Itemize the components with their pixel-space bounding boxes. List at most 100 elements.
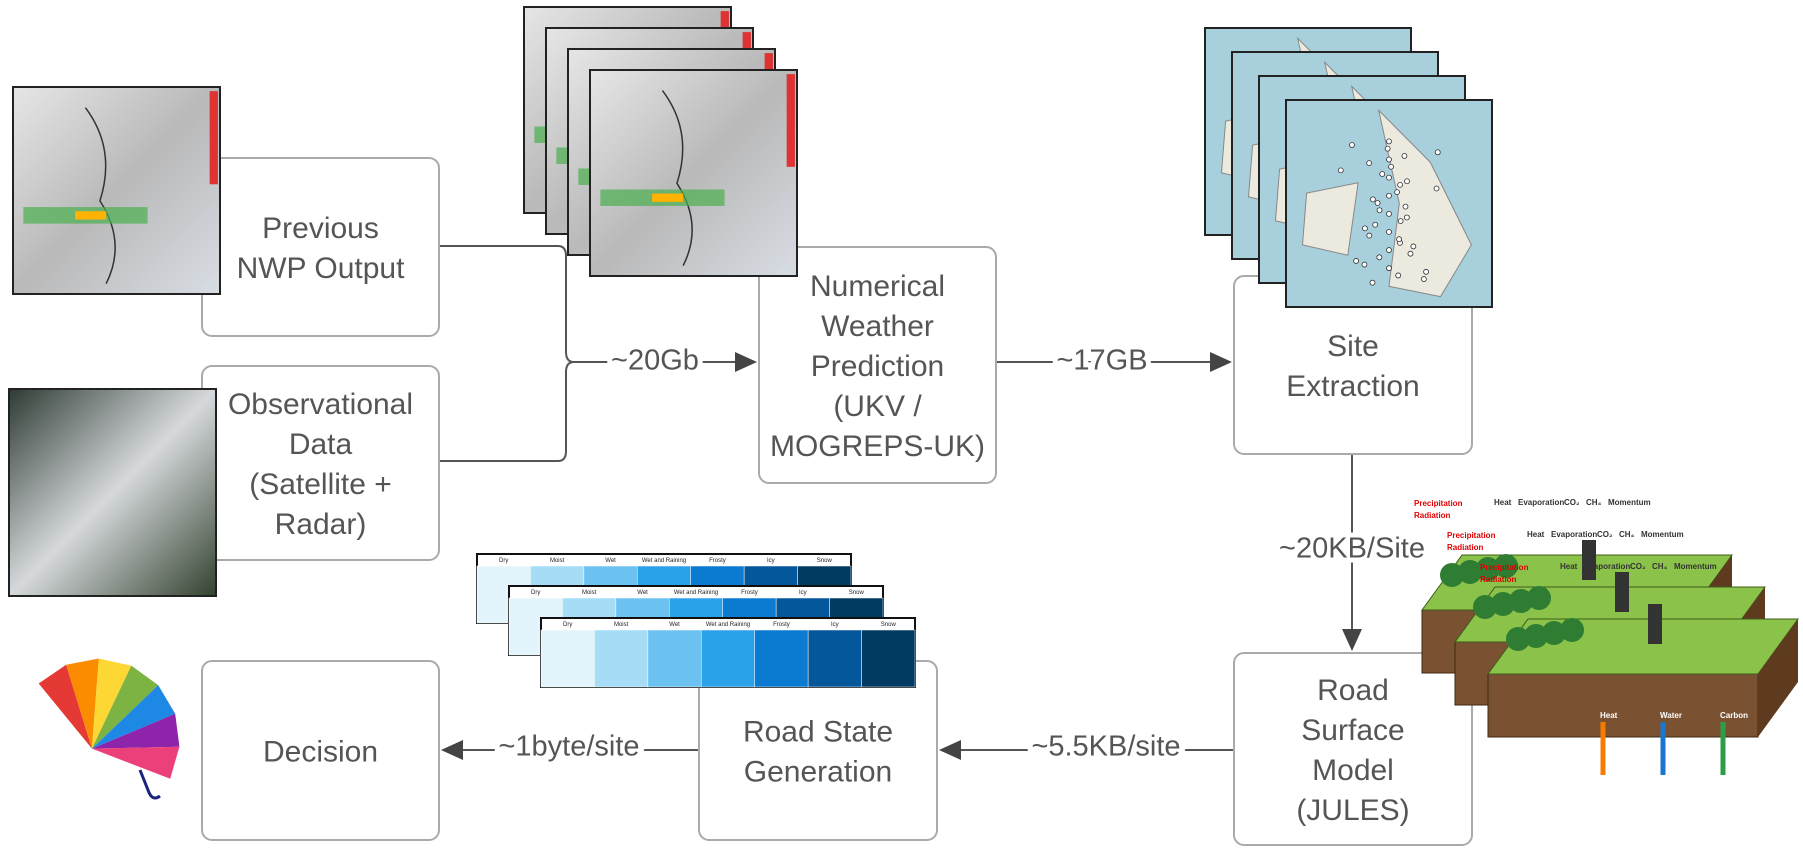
site (1380, 172, 1385, 177)
state-label: Snow (881, 622, 897, 628)
site (1387, 211, 1392, 216)
site (1398, 219, 1403, 224)
diagram: PreviousNWP OutputObservationalData(Sate… (0, 0, 1803, 849)
flux-label: CO₂ (1597, 530, 1613, 539)
satellite-image (9, 389, 216, 596)
state-swatch (862, 630, 915, 687)
tree (1560, 618, 1584, 642)
flux-label: Evaporation (1551, 530, 1597, 539)
input-label: Radiation (1447, 543, 1484, 552)
rain-heavy (652, 194, 683, 202)
state-swatch (541, 630, 594, 687)
site (1387, 193, 1392, 198)
state-label: Frosty (709, 558, 726, 564)
nwp-map-image (590, 70, 797, 276)
site (1397, 237, 1402, 242)
node-label: (Satellite + (249, 468, 392, 501)
store-label: Heat (1600, 711, 1618, 720)
node-label: Radar) (275, 508, 367, 541)
site (1362, 262, 1367, 267)
node: Previous NWP Output (202, 158, 439, 336)
node: ObservationalData(Satellite +Radar) (202, 366, 439, 560)
node-label: (UKV / (833, 390, 922, 423)
flux-label: Evaporation (1518, 498, 1564, 507)
state-label: Wet (669, 622, 680, 628)
edge-label: ~17GB (1056, 345, 1147, 377)
state-label: Frosty (773, 622, 790, 628)
state-swatch (808, 630, 861, 687)
tree (1527, 586, 1551, 610)
map-bg (590, 70, 797, 276)
flux-label: Heat (1494, 498, 1512, 507)
site (1387, 139, 1392, 144)
state-label: Moist (614, 622, 629, 628)
node-label: NWP Output (237, 252, 406, 285)
site (1398, 182, 1403, 187)
site (1421, 277, 1426, 282)
state-label: Moist (582, 590, 597, 596)
state-label: Wet (637, 590, 648, 596)
site (1387, 157, 1392, 162)
node: NumericalWeatherPrediction(UKV /MOGREPS-… (759, 247, 996, 483)
site (1387, 229, 1392, 234)
node-label: Prediction (811, 350, 944, 383)
node-label: Model (1312, 754, 1394, 787)
site (1424, 269, 1429, 274)
node-label: (JULES) (1296, 794, 1409, 827)
site (1377, 255, 1382, 260)
edge-label: ~1byte/site (498, 731, 639, 763)
state-label: Icy (767, 558, 775, 564)
site-map-image (1286, 100, 1492, 307)
state-label: Icy (831, 622, 839, 628)
node-label: Previous (262, 212, 379, 245)
page: PreviousNWP OutputObservationalData(Sate… (0, 0, 1803, 849)
site (1370, 197, 1375, 202)
node-label: Weather (821, 310, 934, 343)
input-label: Radiation (1414, 511, 1451, 520)
site (1387, 175, 1392, 180)
site (1367, 233, 1372, 238)
store-label: Carbon (1720, 711, 1748, 720)
building (1648, 604, 1662, 644)
state-swatch (648, 630, 701, 687)
flux-label: Momentum (1641, 530, 1684, 539)
state-swatch (701, 630, 754, 687)
state-label: Moist (550, 558, 565, 564)
node-label: Extraction (1286, 370, 1419, 403)
state-label: Dry (499, 558, 508, 564)
site (1404, 215, 1409, 220)
input-label: Precipitation (1414, 499, 1463, 508)
site (1385, 146, 1390, 151)
flux-label: Evaporation (1584, 562, 1630, 571)
flux-label: Heat (1527, 530, 1545, 539)
site (1338, 168, 1343, 173)
node-label: Road (1317, 674, 1389, 707)
flux-label: Momentum (1608, 498, 1651, 507)
node-label: Road State (743, 716, 893, 749)
site (1395, 190, 1400, 195)
umbrella-handle (140, 770, 160, 798)
map-bg (13, 87, 220, 294)
flux-label: Heat (1560, 562, 1578, 571)
scale (787, 74, 795, 167)
road-state-card: DryMoistWetWet and RainingFrostyIcySnow (541, 618, 915, 687)
umbrella-icon (26, 645, 194, 798)
store-label: Water (1660, 711, 1682, 720)
site (1387, 266, 1392, 271)
input-label: Radiation (1480, 575, 1517, 584)
site (1434, 186, 1439, 191)
node-label: MOGREPS-UK) (770, 430, 985, 463)
state-label: Icy (799, 590, 807, 596)
site (1375, 200, 1380, 205)
flux-label: CO₂ (1564, 498, 1580, 507)
flux-label: CH₄ (1586, 498, 1602, 507)
sat-bg (9, 389, 216, 596)
state-label: Dry (563, 622, 572, 628)
input-label: Precipitation (1447, 531, 1496, 540)
state-swatch (755, 630, 808, 687)
state-label: Wet and Raining (674, 590, 718, 596)
flux-label: CH₄ (1619, 530, 1635, 539)
flux-label: CO₂ (1630, 562, 1646, 571)
node-box (202, 158, 439, 336)
nwp-map-image (13, 87, 220, 294)
